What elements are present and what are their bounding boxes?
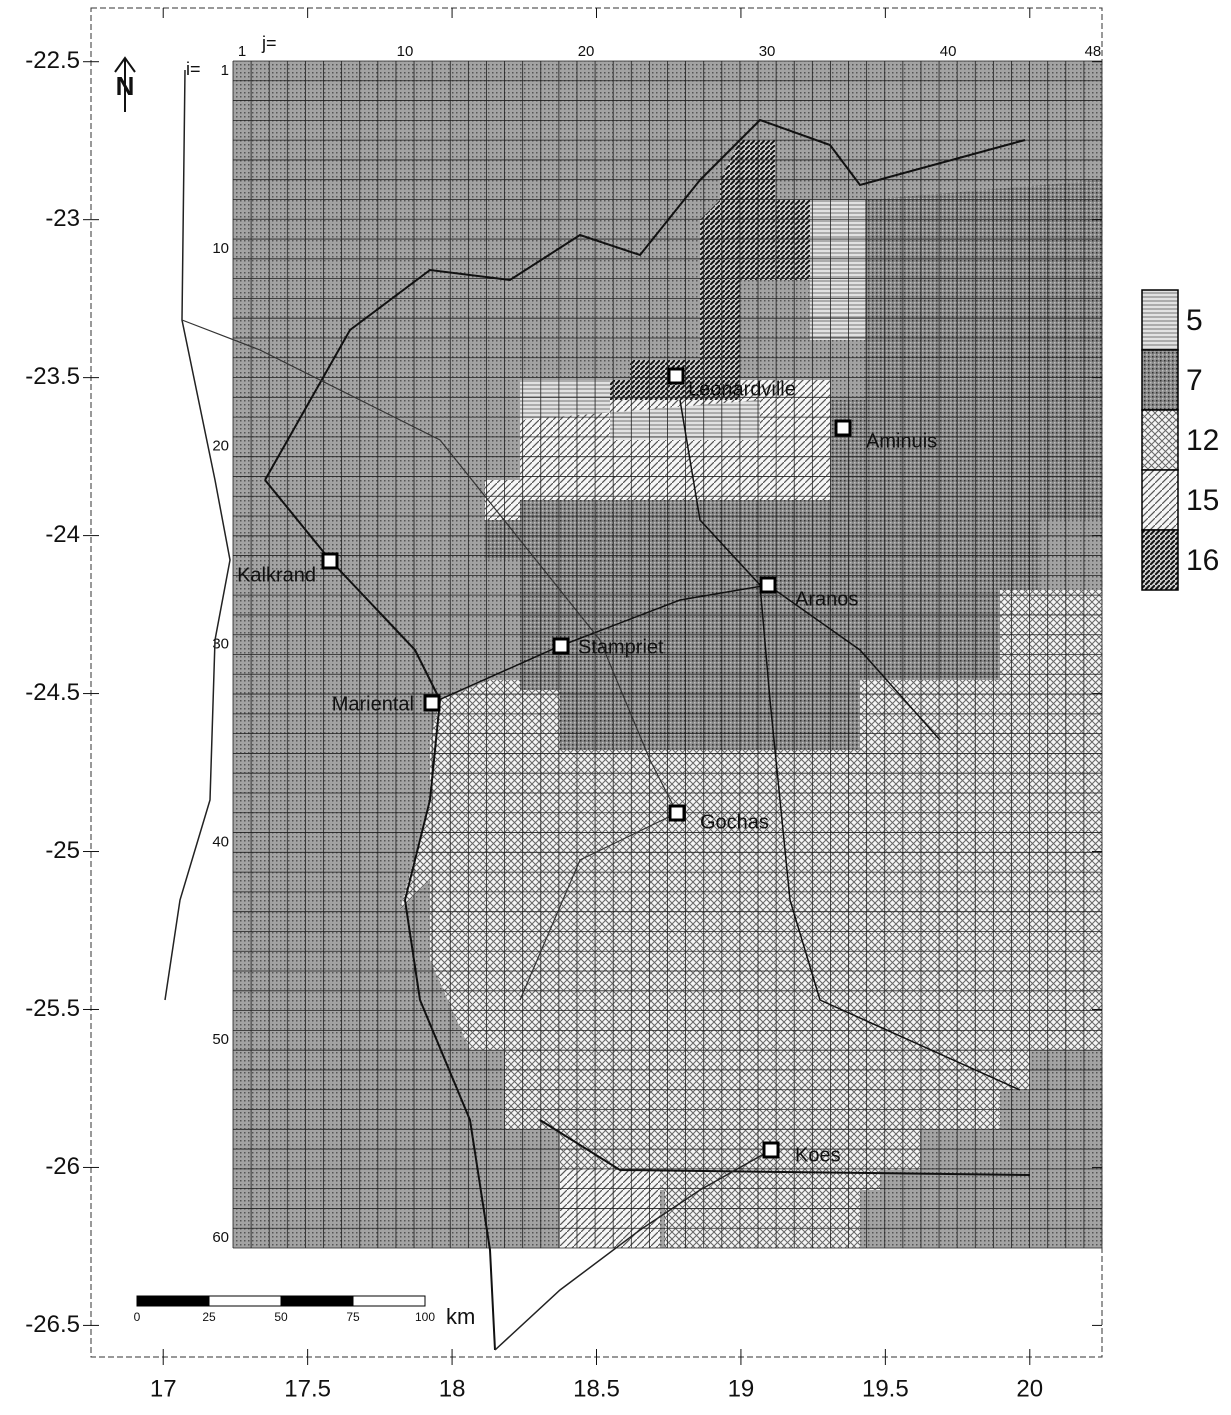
legend-label: 7 — [1186, 364, 1203, 397]
scale-segment — [136, 1295, 210, 1307]
y-tick-label: -23 — [45, 205, 80, 232]
model-grid: j= i= 1 10 20 30 40 48 1 10 20 30 40 50 60 — [186, 33, 1103, 1249]
town-label: Leonardville — [688, 378, 796, 400]
town-label: Aminuis — [866, 430, 937, 452]
x-tick-label: 19 — [728, 1375, 755, 1402]
y-tick-label: -25 — [45, 837, 80, 864]
town-marker — [762, 1141, 780, 1159]
scale-segment — [352, 1295, 426, 1307]
town-marker — [759, 576, 777, 594]
i-tick-label: 10 — [212, 240, 229, 257]
scale-label: 0 — [134, 1310, 141, 1324]
x-tick-label: 17 — [150, 1375, 177, 1402]
town-marker — [321, 552, 339, 570]
i-tick-label: 20 — [212, 438, 229, 455]
town-marker — [668, 804, 686, 822]
town-label: Kalkrand — [237, 564, 316, 586]
zone — [700, 140, 810, 340]
town-label: Koes — [795, 1144, 841, 1166]
town-marker — [552, 637, 570, 655]
y-tick-label: -26 — [45, 1153, 80, 1180]
legend-swatch — [1141, 529, 1179, 591]
i-label: i= — [186, 59, 201, 79]
i-tick-label: 40 — [212, 833, 229, 850]
zone — [810, 200, 865, 340]
x-tick-label: 19.5 — [862, 1375, 909, 1402]
y-tick-label: -22.5 — [25, 47, 80, 74]
i-tick-label: 1 — [221, 62, 229, 79]
legend: 5 7 12 15 16 — [1141, 289, 1219, 591]
zone — [485, 500, 860, 750]
zone — [520, 380, 760, 440]
j-tick-label: 30 — [759, 43, 776, 60]
zone — [400, 590, 1102, 1248]
scale-label: 25 — [202, 1310, 216, 1324]
j-tick-label: 48 — [1085, 43, 1102, 60]
town-marker — [667, 367, 685, 385]
j-label: j= — [261, 33, 277, 53]
j-tick-label: 20 — [578, 43, 595, 60]
x-tick-label: 17.5 — [284, 1375, 331, 1402]
legend-label: 15 — [1186, 484, 1219, 517]
y-tick-label: -24.5 — [25, 679, 80, 706]
north-label: N — [116, 71, 135, 101]
legend-swatch — [1141, 409, 1179, 471]
zone — [560, 1170, 660, 1248]
i-tick-label: 60 — [212, 1229, 229, 1246]
scale-segment — [280, 1295, 354, 1307]
towns: Leonardville Aminuis Aranos Stampriet Kalkra… — [237, 367, 937, 1166]
town-label: Stampriet — [578, 636, 664, 658]
legend-swatch — [1141, 469, 1179, 531]
j-tick-label: 1 — [238, 43, 246, 60]
town-marker — [834, 419, 852, 437]
town-label: Gochas — [700, 811, 769, 833]
town-label: Aranos — [795, 588, 858, 610]
y-tick-label: -26.5 — [25, 1311, 80, 1338]
scale-label: 75 — [346, 1310, 360, 1324]
town-label: Mariental — [332, 693, 414, 715]
x-tick-label: 18 — [439, 1375, 466, 1402]
y-tick-label: -25.5 — [25, 995, 80, 1022]
y-tick-label: -24 — [45, 521, 80, 548]
cell-lines — [232, 60, 1103, 1249]
i-tick-label: 30 — [212, 636, 229, 653]
town-marker — [423, 694, 441, 712]
scale-segment — [208, 1295, 282, 1307]
x-tick-label: 20 — [1016, 1375, 1043, 1402]
scale-bar: 0 25 50 75 100 km — [134, 1295, 475, 1329]
legend-label: 16 — [1186, 544, 1219, 577]
scale-label: 50 — [274, 1310, 288, 1324]
north-arrow: N — [114, 56, 136, 112]
scale-unit: km — [446, 1304, 475, 1329]
rivers-roads — [164, 69, 1031, 1351]
legend-swatch — [1141, 349, 1179, 411]
scale-label: 100 — [415, 1310, 435, 1324]
zone — [830, 180, 1102, 680]
j-tick-label: 10 — [397, 43, 414, 60]
i-tick-label: 50 — [212, 1031, 229, 1048]
axes: 17 17.5 18 18.5 19 19.5 20 -22.5 -23 -23.5 -24 -24.… — [25, 7, 1103, 1402]
legend-label: 12 — [1186, 424, 1219, 457]
y-tick-label: -23.5 — [25, 363, 80, 390]
legend-label: 5 — [1186, 304, 1203, 337]
x-tick-label: 18.5 — [573, 1375, 620, 1402]
legend-swatch — [1141, 289, 1179, 351]
j-tick-label: 40 — [940, 43, 957, 60]
